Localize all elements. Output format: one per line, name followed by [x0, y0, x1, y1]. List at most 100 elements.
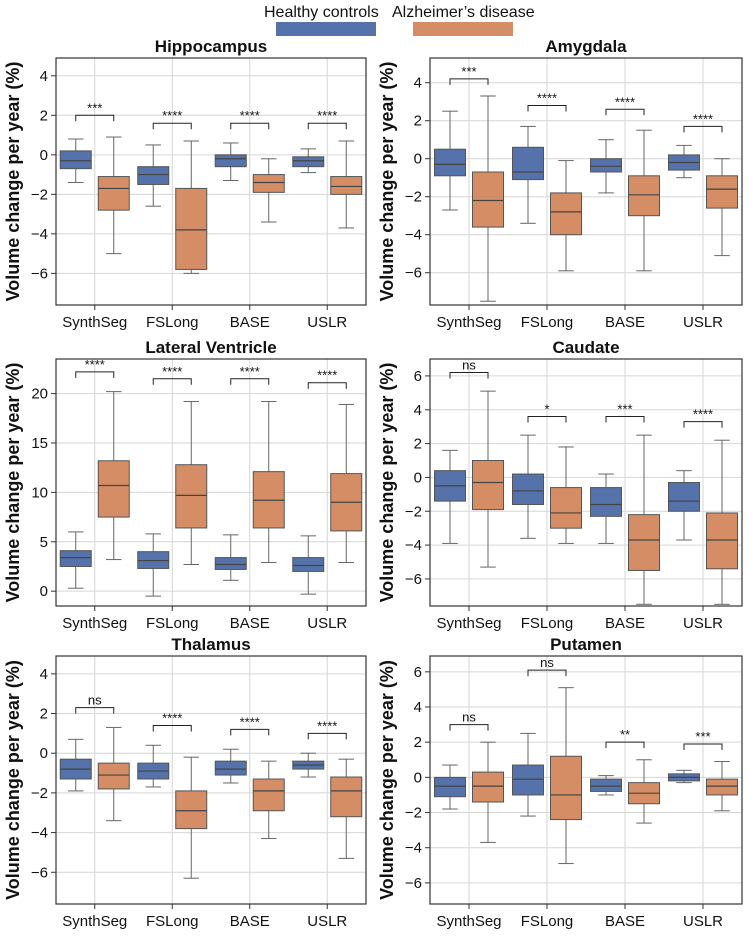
significance-bracket [75, 114, 115, 122]
box-iqr [252, 778, 285, 812]
significance-label: **** [693, 111, 713, 126]
significance-bracket [449, 372, 489, 379]
ad-box-fslong [175, 756, 208, 879]
y-tick-label: −2 [405, 189, 422, 206]
y-tick-label: −6 [31, 864, 48, 881]
significance-label: ns [88, 693, 102, 708]
significance-bracket [230, 378, 270, 385]
healthy-box-synthseg [434, 110, 466, 211]
healthy-box-uslr [292, 148, 325, 174]
significance-label: **** [317, 108, 337, 123]
ad-box-uslr [706, 158, 738, 257]
healthy-box-uslr [292, 535, 325, 595]
healthy-box-base [214, 534, 247, 581]
box-iqr [550, 192, 582, 236]
box-iqr [175, 464, 208, 529]
panel-title: Hippocampus [155, 37, 267, 56]
y-tick-label: −4 [31, 825, 48, 842]
significance-bracket [75, 707, 115, 714]
box-iqr [175, 187, 208, 270]
y-tick-label: 6 [414, 368, 422, 385]
legend-item-ad: Alzheimer’s disease [392, 4, 535, 22]
healthy-box-base [214, 142, 247, 182]
significance-bracket [527, 669, 567, 677]
x-tick-label: BASE [605, 615, 645, 632]
panel-title: Amygdala [545, 37, 627, 56]
box-iqr [59, 150, 92, 170]
ad-box-synthseg [97, 726, 130, 822]
ad-box-uslr [706, 439, 738, 605]
box-iqr [590, 158, 622, 173]
y-tick-label: 4 [40, 68, 48, 85]
plot-frame [55, 655, 367, 905]
healthy-box-fslong [137, 533, 170, 597]
y-tick-label: 2 [40, 706, 48, 723]
significance-bracket [527, 416, 567, 423]
y-tick-label: 0 [40, 583, 48, 600]
significance-bracket [683, 743, 723, 750]
ad-box-synthseg [97, 391, 130, 561]
significance-label: ns [540, 655, 554, 670]
panel-amygdala: −6 −4 −2 0 2 4 SynthSeg FSLong BASE USLR Amygdala V… [377, 37, 743, 331]
x-tick-label: USLR [683, 913, 723, 930]
ad-box-synthseg [472, 741, 504, 843]
y-axis-label: Volume change per year (%) [3, 62, 23, 302]
x-tick-label: BASE [230, 913, 270, 930]
significance-bracket [307, 382, 347, 389]
box-iqr [434, 776, 466, 798]
significance-bracket [152, 378, 192, 385]
legend-label-ad: Alzheimer’s disease [392, 4, 535, 21]
significance-label: **** [693, 407, 713, 422]
significance-bracket [449, 724, 489, 731]
x-tick-label: FSLong [521, 314, 574, 331]
ad-box-fslong [550, 446, 582, 544]
box-iqr [175, 790, 208, 830]
plot-frame [55, 358, 367, 607]
box-iqr [137, 166, 170, 185]
y-tick-label: 4 [414, 699, 422, 716]
significance-label: *** [695, 729, 710, 744]
legend-item-healthy: Healthy controls [264, 4, 379, 22]
y-tick-label: 4 [40, 666, 48, 683]
significance-bracket [605, 741, 645, 749]
y-tick-label: 4 [414, 402, 422, 419]
significance-label: **** [240, 714, 260, 729]
plot-frame [55, 57, 367, 306]
y-tick-label: −6 [405, 875, 422, 892]
significance-bracket [683, 421, 723, 428]
box-iqr [472, 171, 504, 228]
box-iqr [550, 755, 582, 821]
panel-lateral-ventricle: 0 5 10 15 20 SynthSeg FSLong BASE USLR Lateral Ve… [3, 338, 367, 632]
significance-label: *** [617, 402, 632, 417]
x-tick-label: SynthSeg [62, 314, 127, 331]
x-tick-label: FSLong [146, 615, 199, 632]
box-iqr [330, 776, 363, 818]
box-iqr [512, 146, 544, 181]
healthy-box-fslong [137, 144, 170, 207]
x-tick-label: FSLong [146, 314, 199, 331]
healthy-box-synthseg [434, 764, 466, 810]
significance-label: **** [85, 357, 105, 372]
y-tick-label: 10 [31, 484, 48, 501]
healthy-box-uslr [668, 144, 700, 179]
box-iqr [97, 762, 130, 790]
y-tick-label: 2 [414, 734, 422, 751]
box-iqr [214, 154, 247, 168]
ad-box-base [252, 760, 285, 840]
ad-box-synthseg [472, 95, 504, 302]
significance-label: *** [87, 100, 102, 115]
box-iqr [512, 473, 544, 505]
plot-frame [429, 655, 743, 905]
panel-putamen: −6 −4 −2 0 2 4 6 SynthSeg FSLong BASE USLR Putamen V… [377, 635, 743, 930]
ad-box-fslong [175, 140, 208, 274]
significance-bracket [527, 105, 567, 112]
significance-bracket [605, 416, 645, 423]
ad-box-uslr [330, 758, 363, 859]
significance-label: **** [615, 94, 635, 109]
box-iqr [214, 760, 247, 776]
x-tick-label: USLR [307, 913, 347, 930]
significance-label: **** [317, 368, 337, 383]
healthy-box-fslong [512, 125, 544, 224]
y-tick-label: 2 [414, 113, 422, 130]
